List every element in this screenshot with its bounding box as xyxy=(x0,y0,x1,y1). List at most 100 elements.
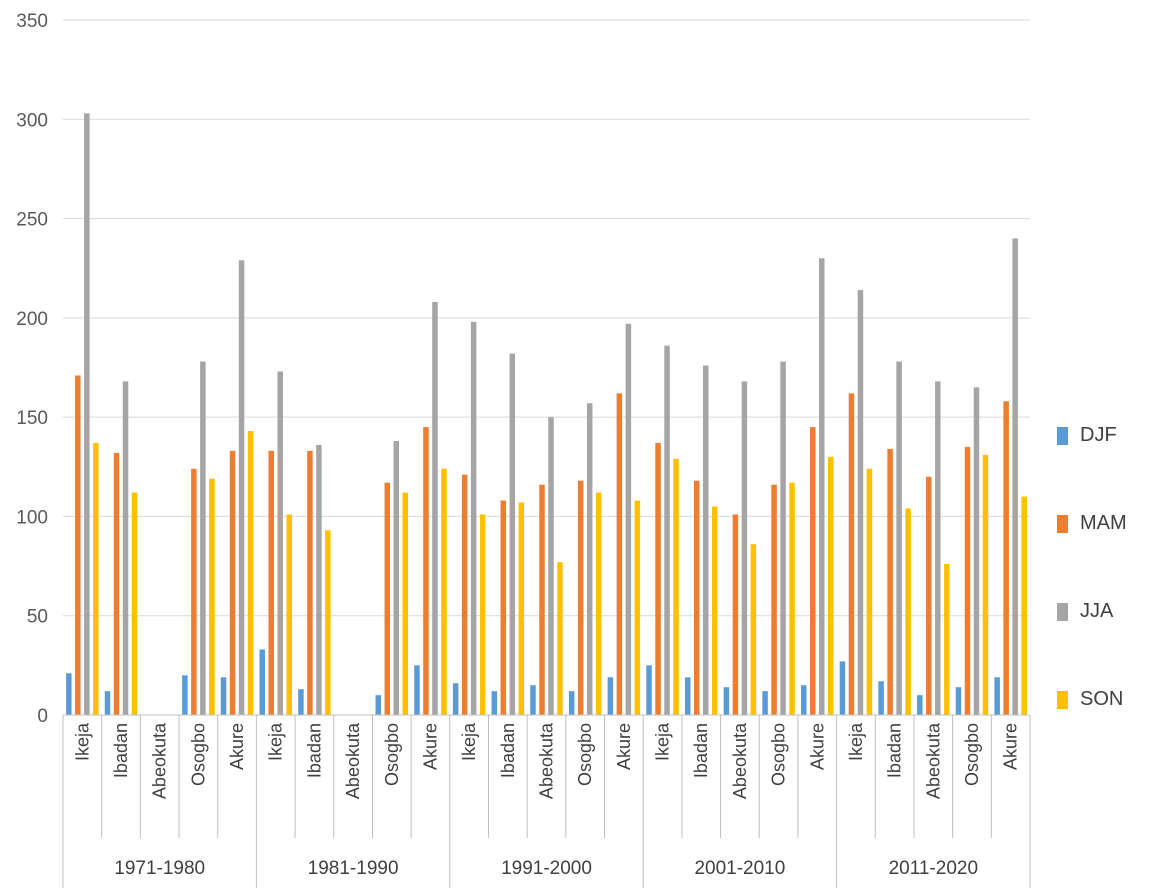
bar-djf-abeokuta-1991-2000 xyxy=(530,685,536,715)
bar-djf-akure-1991-2000 xyxy=(607,677,614,715)
bar-son-akure-2011-2020 xyxy=(1021,496,1027,715)
bar-djf-akure-1971-1980 xyxy=(220,677,227,715)
x-category-label: Abeokuta xyxy=(150,722,170,799)
bar-djf-ikeja-2001-2010 xyxy=(646,665,652,715)
bar-djf-ibadan-1981-1990 xyxy=(298,689,304,715)
x-category-label: Akure xyxy=(807,723,827,770)
legend-label-mam: MAM xyxy=(1080,512,1127,534)
bar-mam-abeokuta-1991-2000 xyxy=(539,484,545,715)
bar-mam-osogbo-2001-2010 xyxy=(771,484,777,715)
bar-mam-osogbo-1971-1980 xyxy=(191,468,197,715)
bar-mam-ikeja-1991-2000 xyxy=(461,474,468,715)
bar-son-osogbo-1991-2000 xyxy=(595,492,602,715)
bar-jja-akure-2001-2010 xyxy=(819,258,825,715)
bar-jja-abeokuta-1991-2000 xyxy=(548,417,554,715)
bar-son-ibadan-1981-1990 xyxy=(325,530,331,715)
y-tick-label: 50 xyxy=(27,607,48,628)
bar-djf-osogbo-1991-2000 xyxy=(568,691,575,715)
x-axis-category-labels: Ikeja Ibadan Abeokuta Osogbo Akure Ikeja Ibada… xyxy=(72,722,1020,799)
bar-jja-ikeja-2011-2020 xyxy=(857,290,864,715)
x-category-label: Ikeja xyxy=(459,722,479,761)
y-axis-tick-labels: 0 50 100 150 200 250 300 350 xyxy=(16,11,48,727)
bar-son-osogbo-1971-1980 xyxy=(209,478,215,715)
x-group-label: 1991-2000 xyxy=(501,858,592,879)
x-category-label: Akure xyxy=(420,723,440,770)
bar-jja-ibadan-2011-2020 xyxy=(896,361,902,715)
y-tick-label: 250 xyxy=(16,210,48,231)
x-category-label: Abeokuta xyxy=(730,722,750,799)
bar-mam-akure-2001-2010 xyxy=(810,427,816,715)
bar-son-ibadan-1971-1980 xyxy=(131,492,138,715)
x-category-label: Ikeja xyxy=(846,722,866,761)
bar-jja-ibadan-2001-2010 xyxy=(702,365,709,715)
bar-jja-osogbo-1971-1980 xyxy=(200,361,206,715)
x-category-label: Ikeja xyxy=(266,722,286,761)
bar-jja-osogbo-1981-1990 xyxy=(393,440,400,715)
bar-son-ibadan-2001-2010 xyxy=(711,506,718,715)
bar-mam-ibadan-2011-2020 xyxy=(887,448,893,715)
x-category-label: Osogbo xyxy=(382,723,402,786)
gridlines xyxy=(63,19,1030,617)
bar-son-ikeja-1971-1980 xyxy=(93,442,99,715)
bar-djf-ikeja-1981-1990 xyxy=(259,649,265,715)
x-axis-group-labels: 1971-1980 1981-1990 1991-2000 2001-2010 2011… xyxy=(114,858,978,879)
bar-djf-ibadan-1991-2000 xyxy=(491,691,498,715)
x-group-label: 1981-1990 xyxy=(308,858,399,879)
bar-djf-osogbo-1971-1980 xyxy=(182,675,188,715)
x-category-label: Osogbo xyxy=(575,723,595,786)
x-category-label: Ibadan xyxy=(304,723,324,778)
x-category-label: Ibadan xyxy=(691,723,711,778)
bar-djf-osogbo-2011-2020 xyxy=(955,687,962,715)
y-tick-label: 100 xyxy=(16,507,48,528)
bar-mam-akure-2011-2020 xyxy=(1003,401,1009,715)
legend-swatch-jja xyxy=(1057,602,1068,621)
bar-son-ibadan-2011-2020 xyxy=(905,508,911,715)
x-category-label: Akure xyxy=(1001,723,1021,770)
legend-label-son: SON xyxy=(1080,688,1124,710)
x-group-label: 2011-2020 xyxy=(889,858,978,879)
legend-item-mam: MAM xyxy=(1057,512,1127,535)
x-category-label: Akure xyxy=(227,723,247,770)
bar-son-akure-1971-1980 xyxy=(247,431,254,715)
legend-swatch-son xyxy=(1057,690,1068,709)
x-category-label: Akure xyxy=(614,723,634,770)
x-category-label: Abeokuta xyxy=(343,722,363,799)
bar-djf-abeokuta-2001-2010 xyxy=(723,687,730,715)
bar-jja-ikeja-1971-1980 xyxy=(84,113,90,716)
legend-item-djf: DJF xyxy=(1057,424,1117,447)
bar-jja-abeokuta-2011-2020 xyxy=(935,381,941,715)
bar-djf-ibadan-1971-1980 xyxy=(104,691,111,715)
bar-jja-ibadan-1981-1990 xyxy=(316,444,322,715)
bar-djf-ikeja-2011-2020 xyxy=(839,661,846,715)
bar-djf-akure-1981-1990 xyxy=(414,665,420,715)
bar-mam-ikeja-2001-2010 xyxy=(655,442,661,715)
bar-djf-abeokuta-2011-2020 xyxy=(917,695,923,715)
bar-mam-ibadan-1991-2000 xyxy=(500,500,507,715)
legend-item-son: SON xyxy=(1057,688,1123,711)
bar-mam-ibadan-1971-1980 xyxy=(113,452,120,715)
bar-son-ikeja-2001-2010 xyxy=(673,458,679,715)
bars xyxy=(66,113,1027,716)
bar-jja-osogbo-2001-2010 xyxy=(780,361,786,715)
bar-jja-ikeja-1991-2000 xyxy=(470,321,477,715)
legend-item-jja: JJA xyxy=(1057,600,1113,623)
bar-jja-ibadan-1991-2000 xyxy=(509,353,516,715)
bar-son-osogbo-1981-1990 xyxy=(402,492,409,715)
x-category-label: Osogbo xyxy=(188,723,208,786)
legend: DJF MAM JJA SON xyxy=(1057,412,1157,742)
y-tick-label: 200 xyxy=(16,309,48,330)
bar-mam-ikeja-1971-1980 xyxy=(75,375,81,715)
y-tick-label: 300 xyxy=(16,110,48,131)
bar-djf-ikeja-1971-1980 xyxy=(66,673,72,715)
bar-jja-akure-1971-1980 xyxy=(238,260,245,715)
bar-djf-ibadan-2011-2020 xyxy=(878,681,884,715)
bar-son-ikeja-1981-1990 xyxy=(286,514,292,715)
bar-son-abeokuta-2011-2020 xyxy=(944,564,950,715)
bar-mam-abeokuta-2011-2020 xyxy=(926,476,932,715)
bar-jja-osogbo-2011-2020 xyxy=(973,387,980,715)
bar-mam-akure-1981-1990 xyxy=(423,427,429,715)
bar-djf-akure-2011-2020 xyxy=(994,677,1000,715)
bar-son-osogbo-2001-2010 xyxy=(789,482,795,715)
bar-mam-osogbo-1991-2000 xyxy=(577,480,584,715)
bar-jja-akure-2011-2020 xyxy=(1012,238,1018,715)
